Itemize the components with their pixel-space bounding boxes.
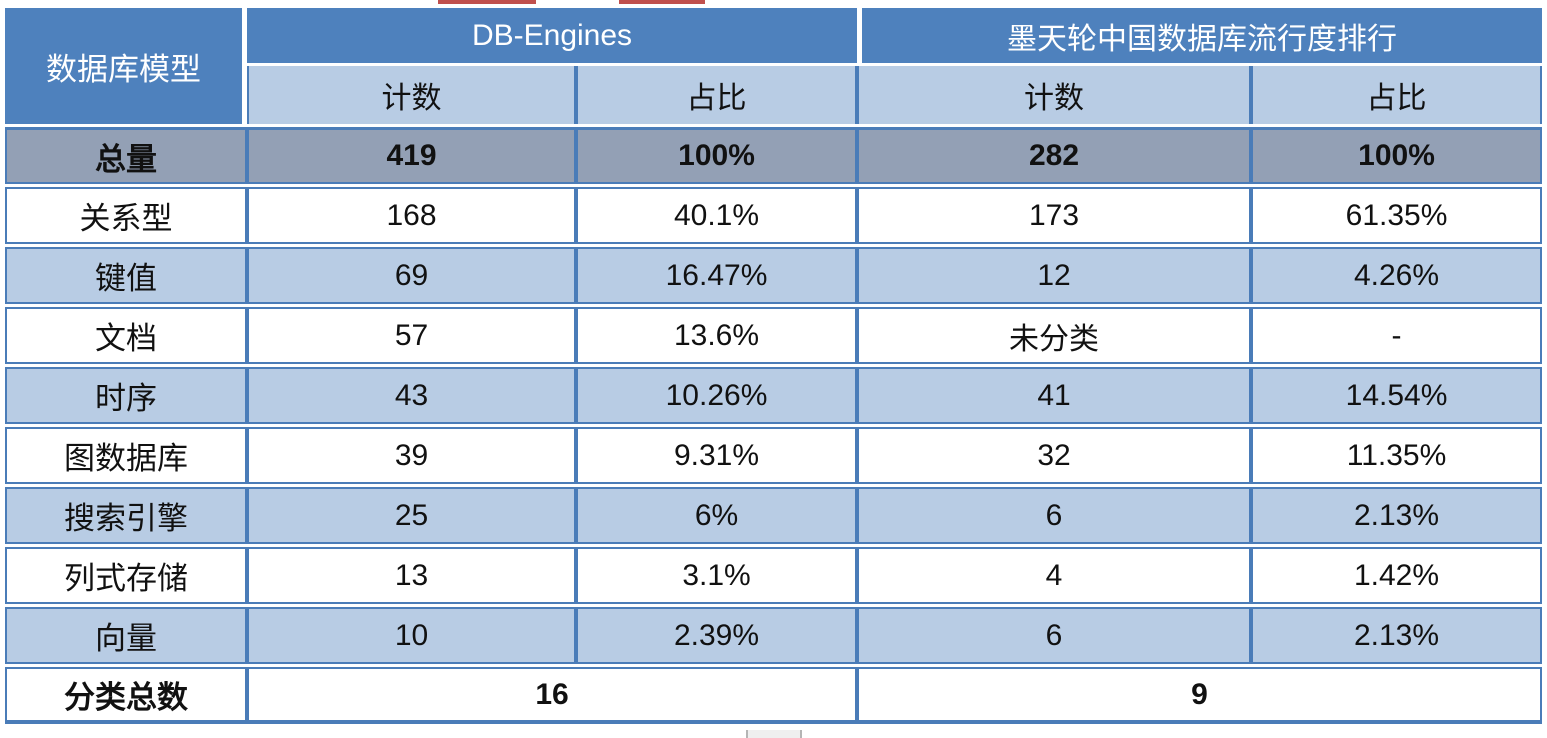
cell-value: 2.39%: [576, 607, 858, 664]
cell-value: 419: [247, 127, 576, 184]
cell-value: 57: [247, 307, 576, 364]
cell-value: 41: [857, 367, 1252, 424]
table-row: 图数据库 39 9.31% 32 11.35%: [5, 427, 1543, 484]
row-label: 关系型: [5, 187, 247, 244]
database-model-comparison-table: 数据库模型 DB-Engines 墨天轮中国数据库流行度排行 计数 占比 计数 …: [5, 5, 1543, 727]
table-row: 向量 10 2.39% 6 2.13%: [5, 607, 1543, 664]
cell-value-modb-category-total: 9: [857, 667, 1543, 724]
cell-value-dbengines-category-total: 16: [247, 667, 858, 724]
subheader-modb-share: 占比: [1251, 66, 1543, 124]
subheader-modb-count: 计数: [857, 66, 1252, 124]
cell-value: 4: [857, 547, 1252, 604]
group-header-db-engines: DB-Engines: [247, 8, 858, 63]
cell-value: 12: [857, 247, 1252, 304]
row-label: 总量: [5, 127, 247, 184]
table-row-total: 总量 419 100% 282 100%: [5, 127, 1543, 184]
cell-value: 40.1%: [576, 187, 858, 244]
row-label: 键值: [5, 247, 247, 304]
table-row: 键值 69 16.47% 12 4.26%: [5, 247, 1543, 304]
cell-value: 13: [247, 547, 576, 604]
row-label: 时序: [5, 367, 247, 424]
cell-value: -: [1251, 307, 1543, 364]
row-label: 搜索引擎: [5, 487, 247, 544]
row-label: 向量: [5, 607, 247, 664]
cell-value: 43: [247, 367, 576, 424]
cell-value: 173: [857, 187, 1252, 244]
subheader-dbengines-share: 占比: [576, 66, 858, 124]
cell-value: 4.26%: [1251, 247, 1543, 304]
cell-value: 3.1%: [576, 547, 858, 604]
cell-value: 69: [247, 247, 576, 304]
table-row: 搜索引擎 25 6% 6 2.13%: [5, 487, 1543, 544]
row-label: 图数据库: [5, 427, 247, 484]
subheader-dbengines-count: 计数: [247, 66, 576, 124]
cropped-red-underline-artifact-right: [619, 0, 705, 4]
row-label: 分类总数: [5, 667, 247, 724]
cell-value: 39: [247, 427, 576, 484]
cell-value: 282: [857, 127, 1252, 184]
table-row: 列式存储 13 3.1% 4 1.42%: [5, 547, 1543, 604]
corner-header-cell: 数据库模型: [5, 8, 247, 124]
cell-value: 16.47%: [576, 247, 858, 304]
cropped-red-underline-artifact-left: [438, 0, 536, 4]
cell-value: 14.54%: [1251, 367, 1543, 424]
sub-header-row: 计数 占比 计数 占比: [5, 66, 1543, 124]
table-row: 文档 57 13.6% 未分类 -: [5, 307, 1543, 364]
table-row-category-totals: 分类总数 16 9: [5, 667, 1543, 724]
cropped-scrollbar-artifact: [746, 730, 802, 738]
table-row: 时序 43 10.26% 41 14.54%: [5, 367, 1543, 424]
cell-value: 未分类: [857, 307, 1252, 364]
cell-value: 6: [857, 487, 1252, 544]
table-row: 关系型 168 40.1% 173 61.35%: [5, 187, 1543, 244]
cell-value: 32: [857, 427, 1252, 484]
cell-value: 2.13%: [1251, 487, 1543, 544]
cell-value: 100%: [576, 127, 858, 184]
cell-value: 10: [247, 607, 576, 664]
row-label: 文档: [5, 307, 247, 364]
cell-value: 6%: [576, 487, 858, 544]
cell-value: 61.35%: [1251, 187, 1543, 244]
cell-value: 168: [247, 187, 576, 244]
cell-value: 10.26%: [576, 367, 858, 424]
group-header-row: 数据库模型 DB-Engines 墨天轮中国数据库流行度排行: [5, 8, 1543, 124]
cell-value: 100%: [1251, 127, 1543, 184]
cell-value: 11.35%: [1251, 427, 1543, 484]
cell-value: 2.13%: [1251, 607, 1543, 664]
cell-value: 25: [247, 487, 576, 544]
row-label: 列式存储: [5, 547, 247, 604]
cell-value: 6: [857, 607, 1252, 664]
cell-value: 1.42%: [1251, 547, 1543, 604]
group-header-modb: 墨天轮中国数据库流行度排行: [857, 8, 1543, 63]
cell-value: 9.31%: [576, 427, 858, 484]
cell-value: 13.6%: [576, 307, 858, 364]
